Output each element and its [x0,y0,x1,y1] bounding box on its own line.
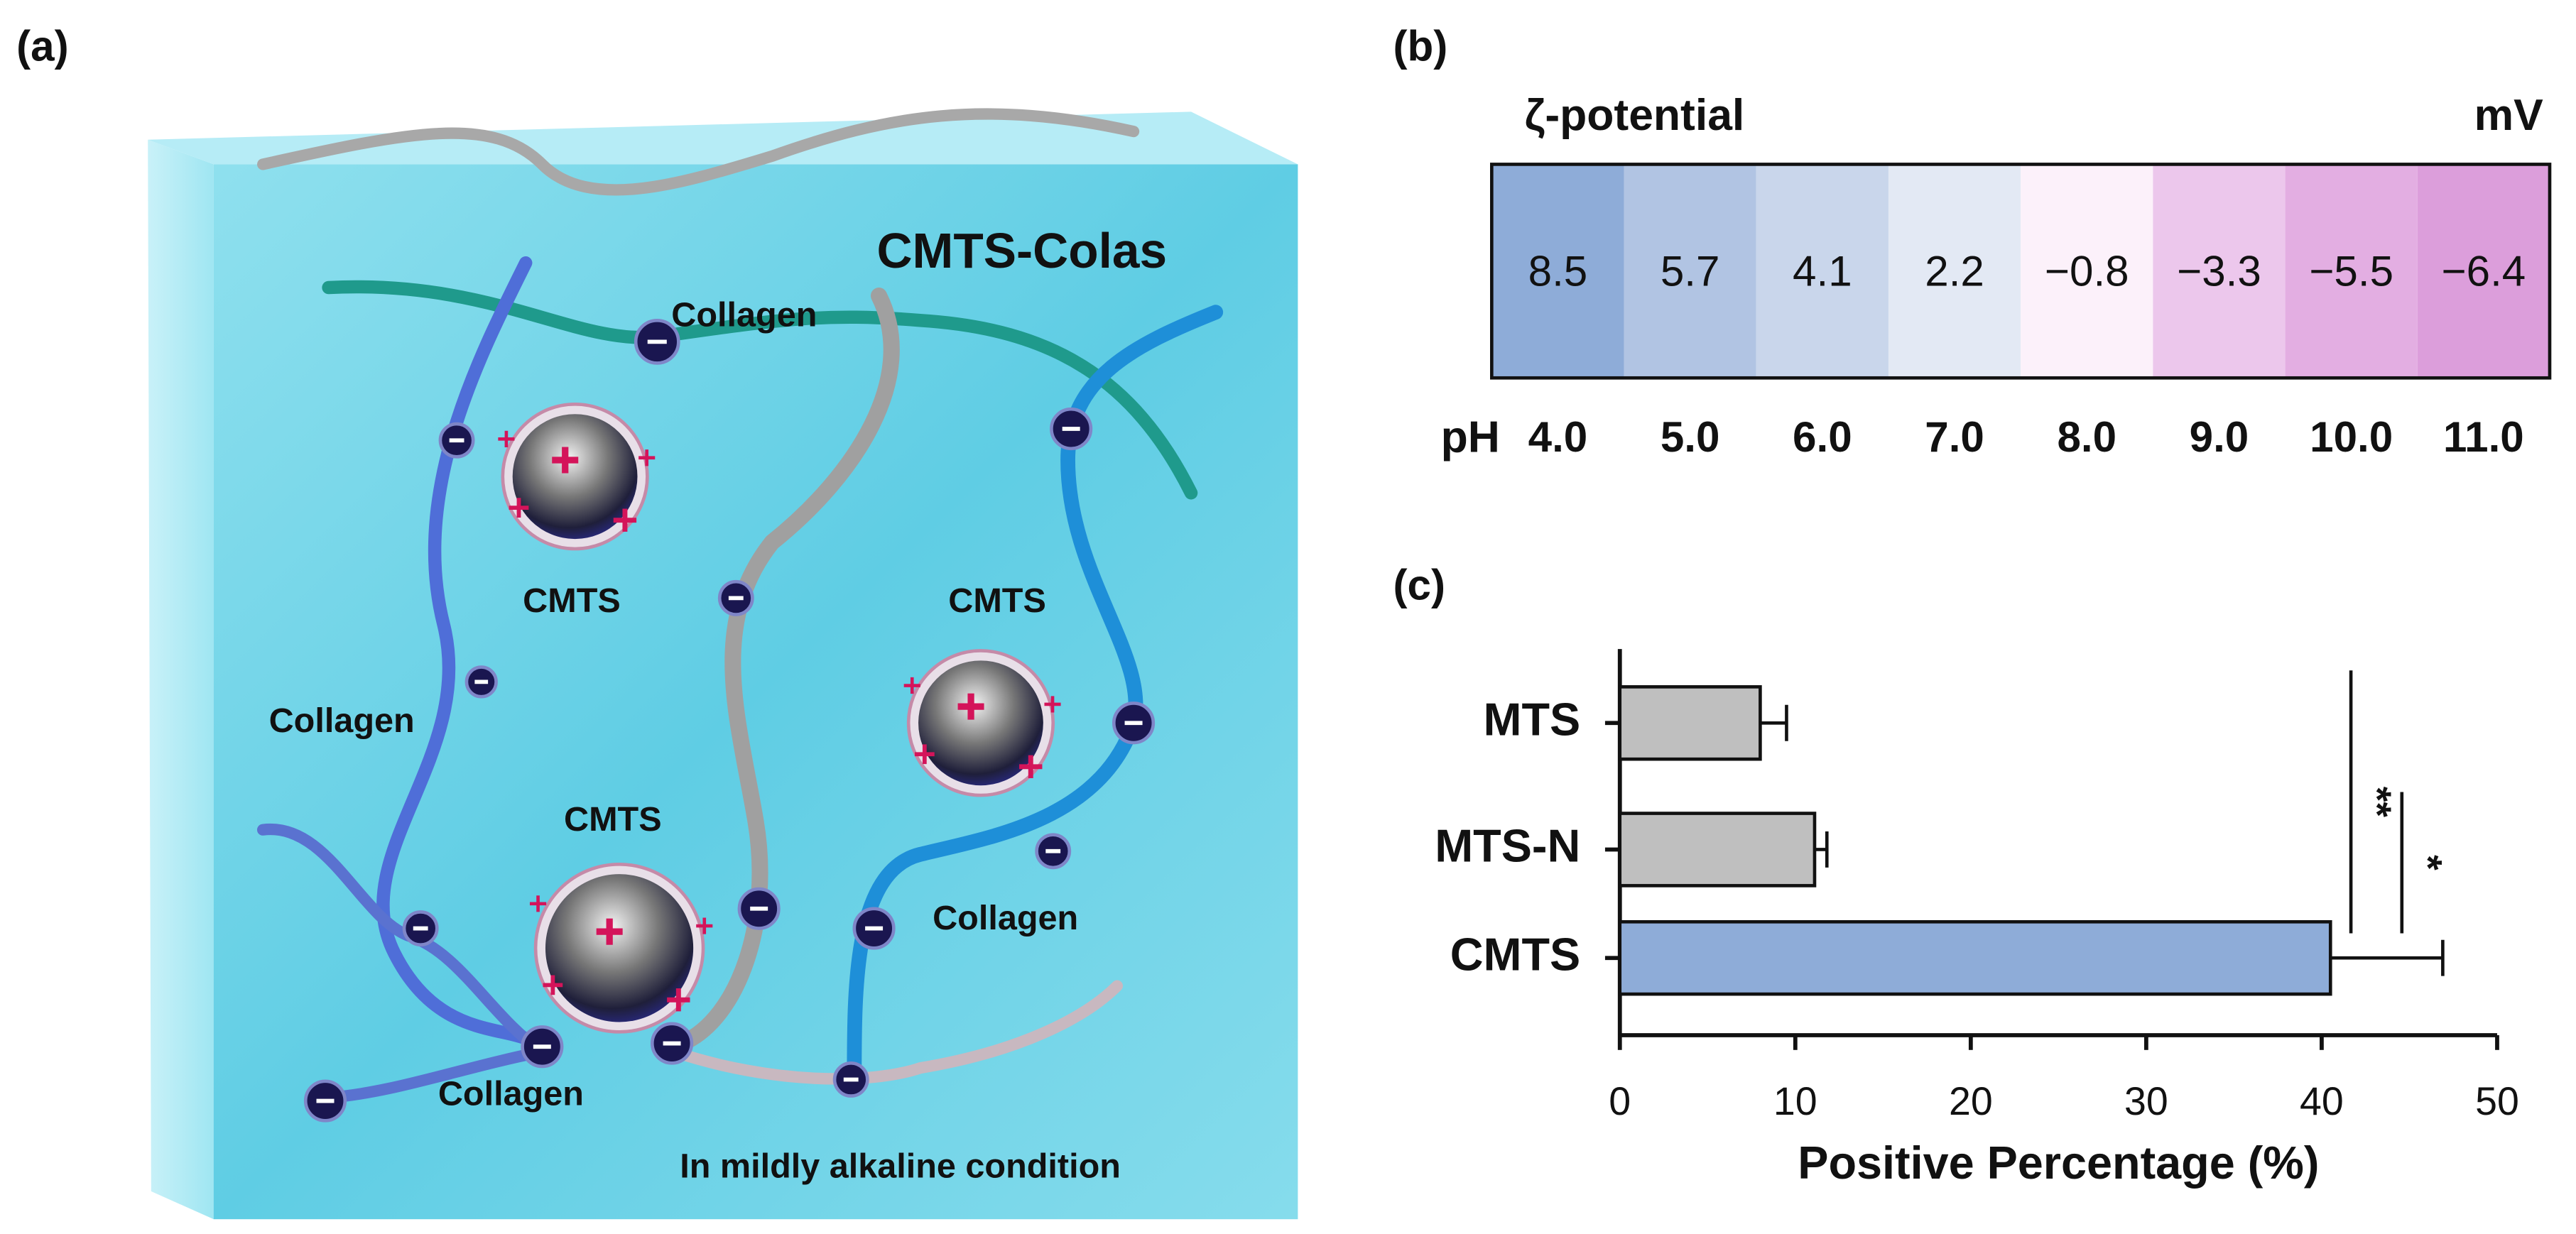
plus-sign [638,449,656,466]
value-label: 8.5 [1528,247,1588,295]
heat-cell [1491,164,1624,378]
plus-sign [903,677,920,694]
cube-side [148,139,214,1220]
heat-frame [1490,163,2552,380]
diagram-label: Collagen [671,295,817,334]
x-tick-label: 0 [1609,1079,1631,1123]
fiber [668,980,1124,1085]
x-tick-label: 50 [2475,1079,2519,1123]
value-label: −6.4 [2442,247,2526,295]
plus-sign [613,508,637,532]
value-label: −5.5 [2309,247,2393,295]
bar [1618,685,1762,761]
chart-title: ζ-potential [1525,90,1745,140]
y-tick-label: MTS-N [1435,820,1580,872]
bar [1618,812,1817,888]
y-tick-label: CMTS [1450,928,1580,980]
plus-sign [1044,696,1061,713]
value-label: 2.2 [1925,247,1984,295]
diagram-label: CMTS [948,581,1046,620]
error-bar [2330,939,2445,976]
significance-label: * [2406,855,2450,870]
x-tick-label: 10 [1773,1079,1817,1123]
panel-b: ζ-potential mV pH 8.5 4.0 5.7 5.0 4.1 6.0 2.2 7.0 −… [1441,90,2552,462]
y-tick-label: MTS [1484,693,1581,745]
x-tick-label: 5.0 [1661,413,1720,461]
x-axis-label: Positive Percentage (%) [1798,1137,2319,1189]
cube-top [148,111,1298,165]
plus-sign [596,918,623,945]
x-tick-label: 40 [2300,1079,2344,1123]
x-tick-label: 20 [1949,1079,1993,1123]
heat-cell [2285,164,2418,378]
diagram-title: CMTS-Colas [876,223,1167,278]
plus-sign [509,498,529,518]
x-axis-label: pH [1441,413,1500,462]
plus-sign [552,447,579,474]
value-label: 4.1 [1793,247,1852,295]
panel-label: (b) [1393,22,1448,70]
particle-core [512,414,638,540]
diagram-label: Collagen [269,701,415,740]
plus-sign [543,975,563,995]
plus-sign [957,693,984,720]
heat-cell [2153,164,2286,378]
x-tick-label: 30 [2124,1079,2168,1123]
value-label: −0.8 [2045,247,2129,295]
heat-cell [2021,164,2153,378]
diagram-label: Collagen [438,1074,584,1113]
panel-label: (c) [1393,561,1445,608]
x-tick-label: 11.0 [2443,413,2524,461]
plus-sign [498,430,515,447]
panel-a: CMTS-Colas Collagen CMTS CMTS Collagen C… [148,108,1298,1220]
diagram-caption: In mildly alkaline condition [680,1147,1121,1185]
significance-label: ** [2355,787,2399,818]
particles [303,318,1156,1123]
panel-label: (a) [16,22,68,70]
plus-sign [1019,755,1043,779]
value-label: −3.3 [2177,247,2261,295]
diagram-label: CMTS [564,800,662,839]
x-tick-label: 9.0 [2190,413,2249,461]
unit-label: mV [2474,90,2544,140]
plus-sign [529,895,547,912]
x-tick-label: 7.0 [1925,413,1984,461]
x-tick-label: 6.0 [1793,413,1852,461]
diagram-label: Collagen [933,899,1078,937]
plus-sign [914,744,935,765]
particle-core [918,660,1043,786]
heat-cell [1888,164,2021,378]
cube-front [213,164,1298,1220]
fiber [257,824,558,1104]
plus-sign [696,917,713,934]
fiber [322,280,1198,500]
value-label: 5.7 [1661,247,1720,295]
error-bar [1760,704,1788,741]
x-tick-label: 8.0 [2057,413,2116,461]
fiber [376,256,549,1059]
heat-cell [1756,164,1888,378]
x-tick-label: 10.0 [2310,413,2393,461]
bar [1618,919,2332,996]
fiber [257,108,1140,196]
error-bar [1814,831,1829,868]
particle-core [545,874,694,1022]
plus-sign [667,988,690,1012]
heat-cell [2417,164,2550,378]
fiber [673,287,900,1052]
heat-cell [1624,164,1756,378]
panel-c: 0 10 20 30 40 50 Positive Percentage (%) MTS MTS… [1435,649,2519,1189]
diagram-label: CMTS [523,581,621,620]
x-tick-label: 4.0 [1528,413,1588,461]
